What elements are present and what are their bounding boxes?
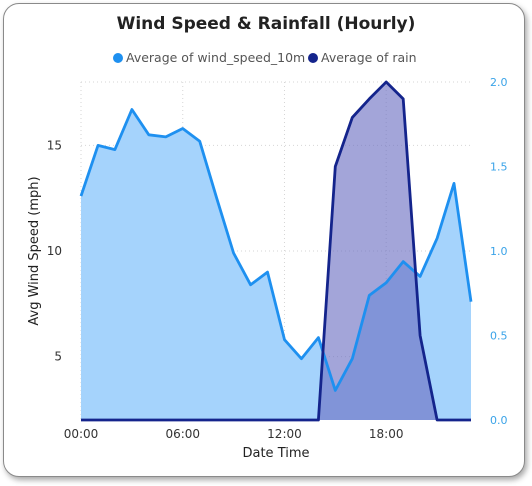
y-axis-label: Avg Wind Speed (mph): [27, 176, 42, 325]
line-wind: [79, 108, 473, 392]
right-tick-label: 1.0: [490, 245, 508, 258]
right-tick-label: 1.5: [490, 161, 508, 174]
legend-marker-rain: [308, 53, 318, 63]
legend-label-rain: Average of rain: [321, 50, 417, 65]
line-rain: [81, 80, 471, 422]
area-rain: [81, 82, 471, 420]
right-tick-label: 0.5: [490, 330, 508, 343]
x-tick-label: 06:00: [165, 427, 200, 441]
left-axis-ticks: 5 10 15: [47, 138, 62, 363]
legend: Average of wind_speed_10m Average of rai…: [113, 50, 417, 65]
legend-label-wind: Average of wind_speed_10m: [126, 50, 305, 65]
left-tick-label: 5: [54, 350, 62, 364]
left-tick-label: 15: [47, 138, 62, 152]
plot-areas: [81, 82, 471, 420]
x-axis-label: Date Time: [242, 446, 309, 461]
left-tick-label: 10: [47, 244, 62, 258]
right-axis-ticks: 0.0 0.5 1.0 1.5 2.0: [490, 76, 508, 427]
plot-lines: [79, 80, 473, 422]
right-tick-label: 2.0: [490, 76, 508, 89]
right-tick-label: 0.0: [490, 414, 508, 427]
x-axis-ticks: 00:00 06:00 12:00 18:00: [64, 427, 404, 441]
x-tick-label: 00:00: [64, 427, 99, 441]
x-tick-label: 12:00: [267, 427, 302, 441]
x-tick-label: 18:00: [369, 427, 404, 441]
legend-marker-wind: [113, 53, 123, 63]
chart-title: Wind Speed & Rainfall (Hourly): [117, 14, 416, 34]
